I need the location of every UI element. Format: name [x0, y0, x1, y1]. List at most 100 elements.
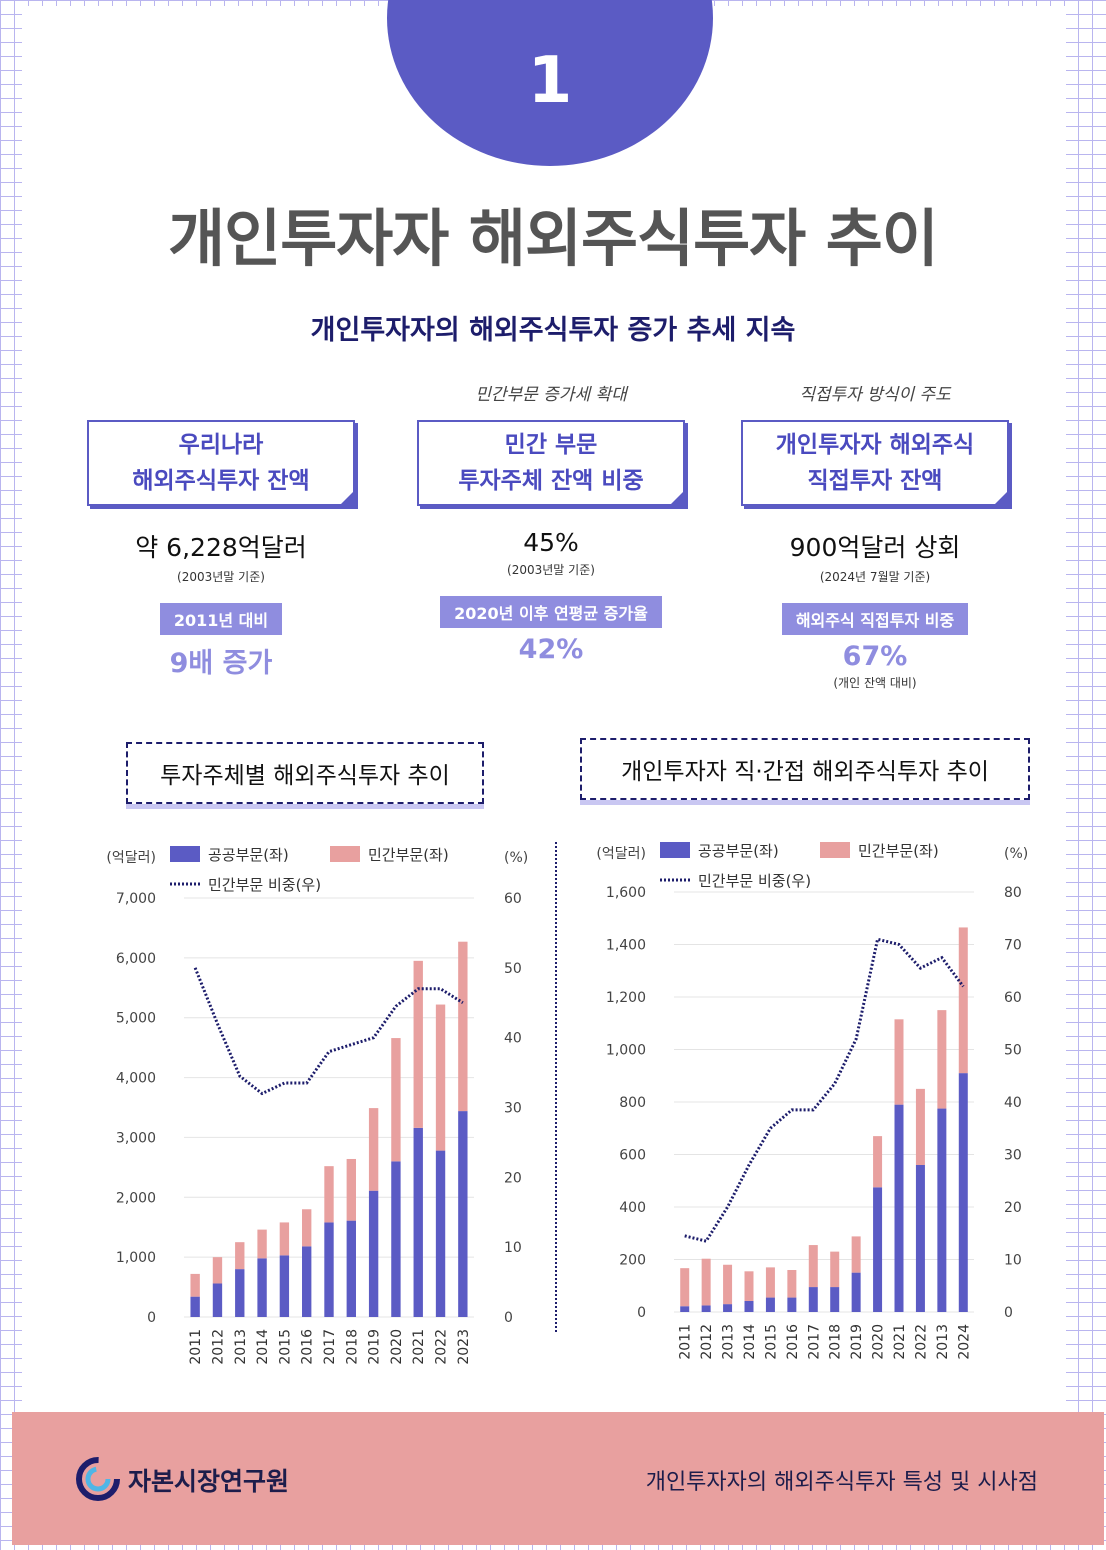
fold-corner — [667, 488, 687, 508]
y2-tick-label: 10 — [504, 1240, 522, 1256]
stat-note: (2003년말 기준) — [507, 563, 595, 577]
y-tick-label: 0 — [147, 1310, 156, 1326]
bar-public — [701, 1305, 711, 1312]
stat-box: 민간 부문 투자주체 잔액 비중 — [417, 420, 687, 508]
y-axis-label: (억달러) — [106, 850, 156, 866]
bar-public — [346, 1220, 356, 1317]
bar-private — [413, 960, 423, 1128]
x-tick-label: 2012 — [699, 1324, 715, 1360]
x-tick-label: 2018 — [828, 1324, 844, 1360]
legend-private-label: 민간부문(좌) — [368, 846, 449, 864]
bar-public — [958, 1073, 968, 1312]
stat-highlight: 9배 증가 — [169, 648, 273, 679]
bar-private — [212, 1257, 223, 1284]
bar-private — [808, 1245, 818, 1288]
y2-tick-label: 10 — [1004, 1253, 1022, 1269]
x-tick-label: 2019 — [367, 1329, 383, 1365]
y-tick-label: 6,000 — [116, 951, 156, 967]
bar-public — [787, 1297, 797, 1312]
stat-tag: 해외주식 직접투자 비중 — [781, 603, 969, 635]
legend-line-label: 민간부문 비중(우) — [698, 872, 811, 890]
x-tick-label: 2023 — [456, 1329, 472, 1365]
y-tick-label: 2,000 — [116, 1190, 156, 1206]
bar-public — [212, 1283, 223, 1317]
stat-box-label: 민간 부문 투자주체 잔액 비중 — [458, 432, 644, 494]
chart-2-title: 개인투자자 직·간접 해외주식투자 추이 — [580, 738, 1030, 800]
chart-1-title: 투자주체별 해외주식투자 추이 — [126, 742, 484, 804]
x-tick-label: 2022 — [434, 1329, 450, 1365]
y-axis-label: (억달러) — [596, 846, 646, 862]
y-tick-label: 400 — [619, 1200, 646, 1216]
x-tick-label: 2013 — [721, 1324, 737, 1360]
legend-public-swatch — [660, 842, 690, 858]
bar-public — [435, 1150, 446, 1317]
legend-private-swatch — [820, 842, 850, 858]
bar-private — [435, 1004, 446, 1151]
stat-box: 우리나라 해외주식투자 잔액 — [87, 420, 357, 508]
bar-private — [680, 1268, 690, 1307]
legend-public-swatch — [170, 846, 200, 862]
page-subtitle: 개인투자자의 해외주식투자 증가 추세 지속 — [310, 315, 796, 346]
stat-value: 45% — [523, 528, 579, 557]
org-name: 자본시장연구원 — [128, 1467, 290, 1496]
stat-note: (2024년 7월말 기준) — [819, 570, 931, 584]
bar-public — [723, 1304, 733, 1312]
y2-tick-label: 50 — [1004, 1043, 1022, 1059]
y2-tick-label: 60 — [1004, 990, 1022, 1006]
bar-public — [279, 1255, 290, 1317]
bar-public — [680, 1306, 690, 1312]
y-tick-label: 4,000 — [116, 1071, 156, 1087]
y-tick-label: 200 — [619, 1253, 646, 1269]
y-tick-label: 7,000 — [116, 891, 156, 907]
bar-private — [787, 1270, 797, 1298]
x-tick-label: 2024 — [956, 1324, 972, 1360]
x-tick-label: 2014 — [255, 1329, 271, 1365]
x-tick-label: 2016 — [300, 1329, 316, 1365]
y2-axis-label: (%) — [1004, 846, 1028, 862]
y2-tick-label: 30 — [504, 1101, 522, 1117]
x-tick-label: 2019 — [849, 1324, 865, 1360]
bar-private — [257, 1229, 267, 1259]
bar-public — [873, 1187, 883, 1312]
stat-box: 개인투자자 해외주식 직접투자 잔액 — [741, 420, 1011, 508]
bar-private — [915, 1088, 925, 1165]
x-tick-label: 2011 — [188, 1329, 204, 1365]
x-tick-label: 2011 — [678, 1324, 694, 1360]
fold-corner — [991, 488, 1011, 508]
y-tick-label: 1,600 — [606, 885, 646, 901]
y2-tick-label: 40 — [1004, 1095, 1022, 1111]
bar-public — [190, 1296, 200, 1317]
stat-column-2: 민간부문 증가세 확대 민간 부문 투자주체 잔액 비중 45% (2003년말… — [396, 380, 706, 667]
stat-box-label: 우리나라 해외주식투자 잔액 — [132, 432, 310, 494]
y2-tick-label: 60 — [504, 891, 522, 907]
chart-divider — [555, 842, 557, 1332]
bar-private — [765, 1267, 775, 1298]
x-tick-label: 2021 — [411, 1329, 427, 1365]
y2-axis-label: (%) — [504, 850, 528, 866]
bar-private — [873, 1136, 883, 1188]
y-tick-label: 0 — [637, 1305, 646, 1321]
chart-investor-type: 0 1,000 2,000 3,000 4,000 5,000 6,000 7,000 0 10 2… — [106, 846, 528, 1365]
chart-individual-investor: 0 200 400 600 800 1,000 1,200 1,400 1,600 0 10 20 30… — [596, 842, 1028, 1360]
y2-tick-label: 50 — [504, 961, 522, 977]
y-tick-label: 5,000 — [116, 1011, 156, 1027]
x-tick-label: 2018 — [344, 1329, 360, 1365]
x-tick-label: 2020 — [871, 1324, 887, 1360]
y2-tick-label: 70 — [1004, 938, 1022, 954]
bar-private — [391, 1038, 401, 1162]
stat-column-3: 직접투자 방식이 주도 개인투자자 해외주식 직접투자 잔액 900억달러 상회… — [720, 380, 1030, 691]
legend-private-label: 민간부문(좌) — [858, 842, 939, 860]
y-tick-label: 1,000 — [116, 1250, 156, 1266]
stat-tag: 2020년 이후 연평균 증가율 — [440, 596, 662, 628]
y-tick-label: 1,200 — [606, 990, 646, 1006]
bar-public — [391, 1161, 401, 1317]
bar-private — [235, 1242, 245, 1270]
fold-corner — [337, 488, 357, 508]
x-tick-label: 2016 — [785, 1324, 801, 1360]
y2-tick-label: 0 — [1004, 1305, 1013, 1321]
bar-public — [324, 1222, 334, 1317]
y2-tick-label: 20 — [1004, 1200, 1022, 1216]
line-private-share — [193, 967, 464, 1096]
x-tick-label: 2015 — [277, 1329, 293, 1365]
bar-public — [830, 1287, 840, 1312]
